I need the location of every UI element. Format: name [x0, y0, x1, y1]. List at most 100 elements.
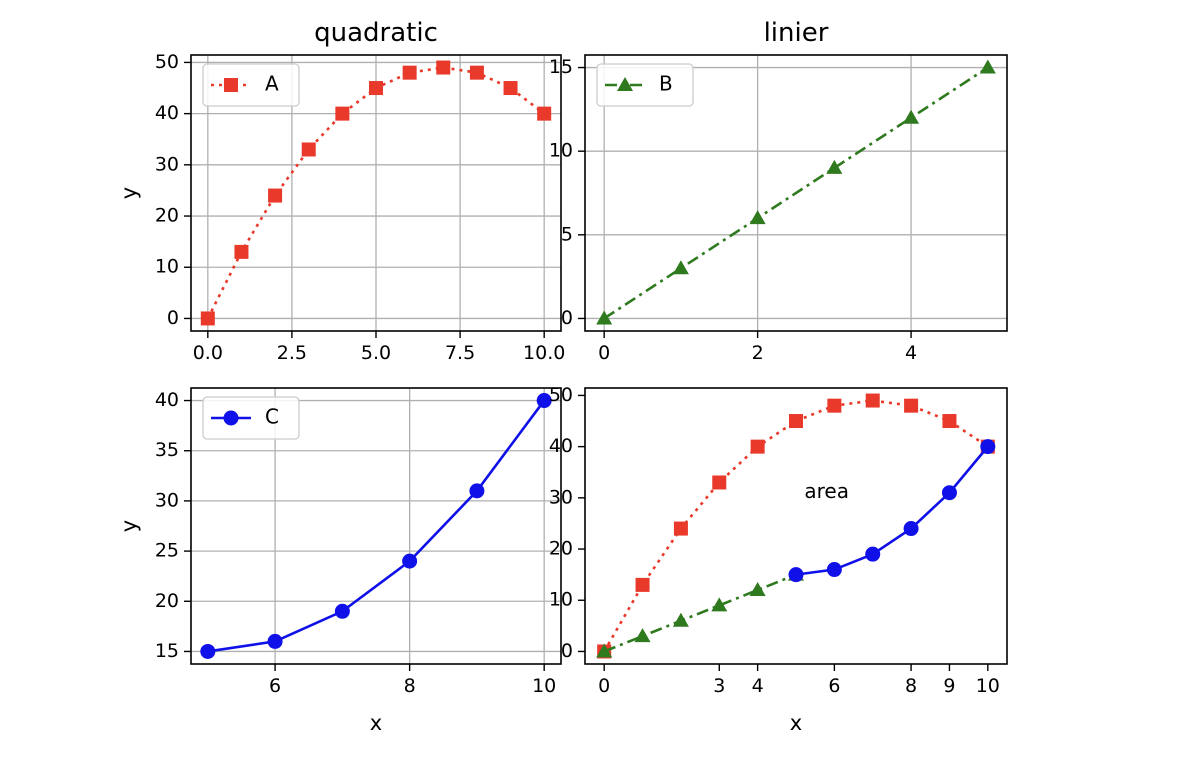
x-tick-label: 2 [752, 342, 764, 364]
x-tick-label: 0 [598, 342, 610, 364]
axes-frame [190, 387, 562, 665]
y-tick-label: 20 [549, 538, 573, 560]
legend-marker [223, 410, 239, 426]
y-tick-label: 25 [155, 540, 179, 562]
data-point [469, 483, 485, 499]
x-tick-label: 9 [943, 675, 955, 697]
data-point [536, 393, 552, 409]
data-point [234, 244, 249, 259]
data-point [369, 81, 383, 96]
series-line-B [603, 66, 989, 320]
axes-frame [584, 54, 1008, 332]
y-tick-label: 40 [155, 389, 179, 411]
y-axis-label: y [117, 520, 141, 532]
data-point [979, 59, 996, 74]
legend-label: A [265, 72, 279, 96]
y-tick-label: 30 [155, 153, 179, 175]
x-tick-label: 4 [752, 675, 764, 697]
data-point [402, 553, 418, 569]
y-tick-label: 10 [549, 589, 573, 611]
data-point [865, 546, 881, 562]
series-line-C [207, 399, 546, 653]
x-tick-label: 5.0 [361, 342, 391, 364]
y-tick-label: 35 [155, 439, 179, 461]
axes-frame [584, 387, 1008, 665]
data-point [672, 612, 689, 627]
y-tick-label: 50 [155, 51, 179, 73]
data-point [334, 603, 350, 619]
data-point [827, 398, 842, 413]
data-point [750, 439, 765, 454]
y-tick-label: 5 [561, 223, 573, 245]
data-point [335, 106, 350, 121]
data-point [634, 628, 651, 643]
y-tick-label: 10 [155, 256, 179, 278]
data-point [980, 439, 996, 455]
y-tick-label: 0 [561, 640, 573, 662]
y-axis-label: y [117, 187, 141, 199]
legend: B [596, 63, 694, 107]
x-tick-label: 0.0 [193, 342, 223, 364]
annotation: area [804, 479, 849, 503]
data-point [503, 81, 518, 96]
data-point [596, 310, 613, 325]
data-point [942, 414, 957, 429]
series-line-1 [603, 399, 989, 653]
legend-label: B [659, 72, 673, 96]
legend: A [202, 63, 300, 107]
subplot-title: quadratic [314, 18, 438, 48]
y-tick-label: 40 [549, 435, 573, 457]
data-point [904, 398, 919, 413]
data-point [635, 577, 650, 592]
data-point [469, 65, 484, 80]
x-tick-label: 10 [976, 675, 1000, 697]
data-point [267, 633, 283, 649]
y-tick-label: 15 [155, 640, 179, 662]
data-point [436, 60, 451, 75]
data-point [749, 582, 766, 597]
data-point [826, 562, 842, 578]
legend-box [596, 63, 694, 107]
subplot-1: 0.0 2.5 5.0 7.5 10.0 0 10 20 30 40 50 quadratic y A [117, 18, 565, 364]
data-point [200, 643, 216, 659]
x-axis-label: x [790, 711, 802, 735]
data-point [749, 210, 766, 225]
legend-marker [224, 78, 238, 92]
data-point [712, 475, 727, 490]
data-point [596, 643, 613, 658]
x-tick-label: 8 [905, 675, 917, 697]
data-point [826, 159, 843, 174]
x-tick-label: 10.0 [523, 342, 565, 364]
y-tick-label: 20 [155, 205, 179, 227]
data-point [865, 393, 880, 408]
data-point [268, 188, 283, 203]
y-tick-label: 50 [549, 384, 573, 406]
x-tick-label: 3 [713, 675, 725, 697]
x-axis-label: x [370, 711, 382, 735]
data-point [200, 311, 215, 326]
subplot-3: 6 8 10 15 20 25 30 35 40 x y C [117, 387, 562, 735]
subplot-2: 0 2 4 0 5 10 15 linier B [549, 18, 1008, 364]
data-point [788, 567, 804, 583]
legend-label: C [265, 405, 279, 429]
x-tick-label: 10 [532, 675, 556, 697]
x-tick-label: 2.5 [277, 342, 307, 364]
data-point [673, 521, 688, 536]
legend: C [202, 396, 300, 440]
x-tick-label: 6 [269, 675, 281, 697]
legend-marker [617, 77, 633, 91]
y-tick-label: 30 [549, 486, 573, 508]
series-line-3 [795, 445, 989, 576]
data-point [672, 260, 689, 275]
subplot-title: linier [764, 18, 829, 48]
x-tick-label: 6 [828, 675, 840, 697]
y-tick-label: 15 [549, 56, 573, 78]
data-point [789, 414, 803, 429]
x-tick-label: 8 [404, 675, 416, 697]
y-tick-label: 10 [549, 140, 573, 162]
data-point [903, 109, 920, 124]
data-point [711, 597, 728, 612]
data-point [941, 485, 957, 501]
y-tick-label: 0 [167, 307, 179, 329]
